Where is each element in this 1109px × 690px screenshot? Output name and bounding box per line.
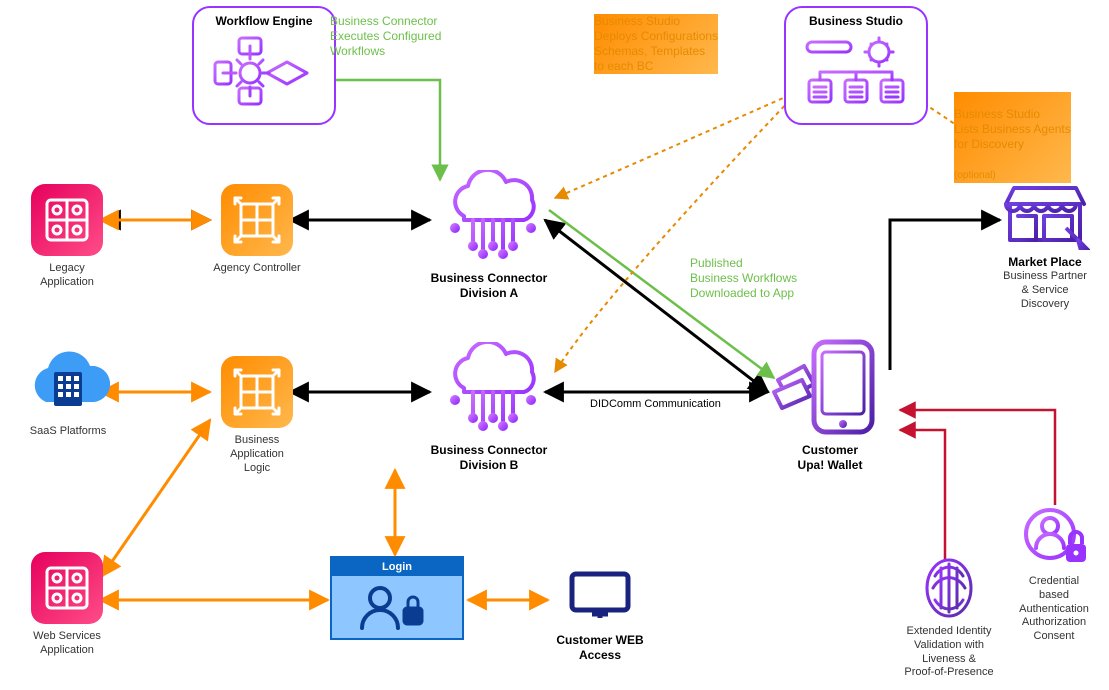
ann-lists-agents-note: (optional)	[954, 170, 996, 181]
web-services-node: Web Services Application	[22, 552, 112, 658]
biz-app-logic-icon	[221, 356, 293, 428]
business-studio-panel: Business Studio	[784, 6, 928, 125]
login-icon	[332, 576, 462, 638]
agency-controller-node: Agency Controller	[212, 184, 302, 276]
customer-web-node: Customer WEB Access	[540, 568, 660, 663]
web-services-icon	[31, 552, 103, 624]
marketplace-label: Market Place	[990, 255, 1100, 270]
legacy-application-label: Legacy Application	[22, 262, 112, 290]
didcomm-label: DIDComm Communication	[590, 398, 721, 412]
marketplace-node: Market Place Business Partner & Service …	[990, 180, 1100, 311]
ann-deploys-config: Business Studio Deploys Configurations S…	[594, 14, 718, 74]
ann-lists-agents-text: Business Studio Lists Business Agents fo…	[954, 107, 1071, 151]
agency-controller-label: Agency Controller	[212, 262, 302, 276]
bc-b-node: Business Connector Division B	[424, 342, 554, 473]
marketplace-icon	[1000, 180, 1090, 250]
liveness-label: Extended Identity Validation with Livene…	[894, 625, 1004, 680]
ann-lists-agents: Business Studio Lists Business Agents fo…	[954, 92, 1071, 183]
bc-a-node: Business Connector Division A	[424, 170, 554, 301]
ann-published-wf: Published Business Workflows Downloaded …	[690, 256, 797, 301]
biz-app-logic-label: Business Application Logic	[212, 434, 302, 475]
saas-label: SaaS Platforms	[18, 425, 118, 439]
workflow-engine-title: Workflow Engine	[204, 14, 324, 28]
fingerprint-icon	[921, 556, 977, 620]
marketplace-sub: Business Partner & Service Discovery	[990, 270, 1100, 311]
bc-b-icon	[429, 342, 549, 438]
customer-web-icon	[564, 568, 636, 628]
bc-b-label: Business Connector Division B	[424, 443, 554, 473]
login-box: Login	[330, 556, 464, 640]
legacy-application-node: Legacy Application	[22, 184, 112, 290]
wallet-icon	[770, 336, 890, 438]
legacy-application-icon	[31, 184, 103, 256]
saas-node: SaaS Platforms	[18, 350, 118, 439]
cred-auth-node: Credential based Authentication Authoriz…	[1004, 504, 1104, 644]
wallet-label: Customer Upa! Wallet	[770, 443, 890, 473]
customer-web-label: Customer WEB Access	[540, 633, 660, 663]
ann-exec-workflows: Business Connector Executes Configured W…	[330, 14, 441, 59]
workflow-engine-icon	[209, 32, 319, 110]
web-services-label: Web Services Application	[22, 630, 112, 658]
login-title: Login	[332, 558, 462, 576]
cred-auth-label: Credential based Authentication Authoriz…	[1004, 575, 1104, 644]
saas-icon	[20, 350, 116, 420]
business-studio-icon	[801, 32, 911, 110]
cred-auth-icon	[1018, 504, 1090, 570]
biz-app-logic-node: Business Application Logic	[212, 356, 302, 475]
agency-controller-icon	[221, 184, 293, 256]
wallet-node: Customer Upa! Wallet	[770, 336, 890, 473]
bc-a-label: Business Connector Division A	[424, 271, 554, 301]
workflow-engine-panel: Workflow Engine	[192, 6, 336, 125]
bc-a-icon	[429, 170, 549, 266]
liveness-node: Extended Identity Validation with Livene…	[894, 556, 1004, 680]
business-studio-title: Business Studio	[796, 14, 916, 28]
